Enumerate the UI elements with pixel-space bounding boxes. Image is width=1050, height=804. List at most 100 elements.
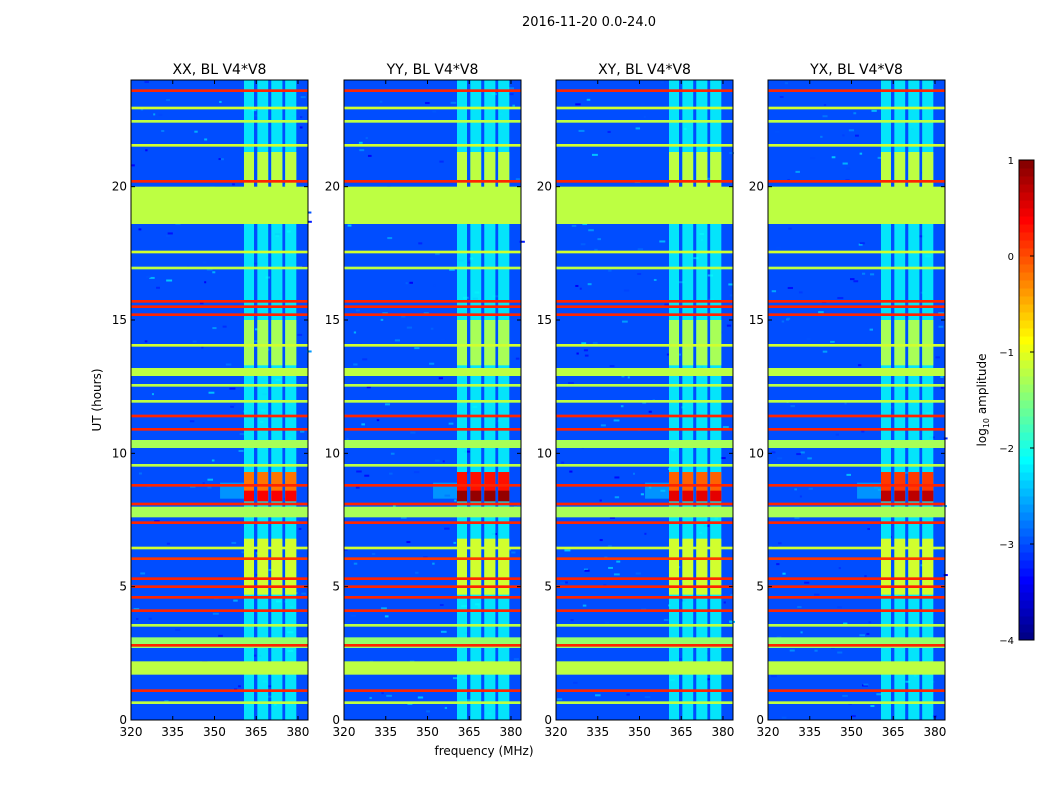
rfi-band — [556, 585, 733, 588]
rfi-block — [880, 490, 892, 502]
heatmap-cell — [369, 696, 372, 699]
colorbar-segment — [1019, 504, 1034, 513]
heatmap-cell — [255, 573, 259, 576]
heatmap-cell — [797, 606, 802, 609]
heatmap-cell — [786, 317, 791, 320]
rfi-band — [768, 414, 945, 418]
heatmap-cell — [599, 539, 603, 542]
heatmap-cell — [818, 311, 824, 314]
heatmap-cell — [147, 485, 151, 488]
rfi-band — [768, 428, 945, 431]
rfi-band — [768, 637, 945, 648]
rfi-band — [131, 120, 308, 123]
heatmap-cell — [622, 320, 628, 323]
y-tick-label: 20 — [325, 180, 340, 194]
rfi-block — [710, 472, 722, 502]
rfi-band — [556, 414, 733, 418]
rfi-band — [556, 557, 733, 560]
rfi-block — [682, 538, 694, 595]
heatmap-cell — [556, 698, 563, 701]
colorbar-segment — [1019, 224, 1034, 233]
heatmap-cell — [838, 567, 841, 570]
heatmap-cell — [406, 326, 413, 329]
rfi-block — [257, 320, 269, 366]
rfi-band — [556, 661, 733, 675]
colorbar-segment — [1019, 232, 1034, 241]
rfi-block — [922, 538, 934, 595]
heatmap-cell — [511, 551, 516, 554]
heatmap-cell — [164, 699, 169, 702]
heatmap-cell — [604, 621, 610, 624]
rfi-band — [556, 464, 733, 467]
rfi-band — [344, 546, 521, 550]
rfi-block — [894, 152, 906, 198]
plot-frame — [767, 79, 946, 721]
heatmap-cell — [400, 516, 407, 519]
heatmap-cell — [810, 157, 816, 160]
colorbar-segment — [1019, 360, 1034, 369]
heatmap-cell — [637, 248, 644, 251]
rfi-band — [344, 120, 521, 123]
heatmap-cell — [222, 325, 227, 328]
heatmap-cell — [298, 527, 302, 530]
heatmap-cell — [254, 328, 260, 331]
heatmap-cell — [204, 138, 208, 141]
heatmap-cell — [439, 160, 444, 163]
colorbar-label: log10 amplitude — [975, 354, 991, 447]
y-tick-label: 10 — [112, 446, 127, 460]
panel-1: YY, BL V4*V8 320 335 350 365 380 0 5 10 15 20 — [325, 62, 525, 739]
heatmap-cell — [306, 350, 312, 353]
rfi-band — [556, 502, 733, 506]
rfi-block — [696, 472, 708, 502]
colorbar-segment — [1019, 560, 1034, 569]
rfi-block — [908, 538, 920, 595]
heatmap-cell — [635, 572, 641, 575]
heatmap-cell — [794, 517, 800, 520]
heatmap-cell — [905, 680, 910, 683]
heatmap-cell — [136, 618, 139, 621]
plot-frame — [343, 79, 522, 721]
heatmap-cell — [239, 433, 246, 436]
rfi-block — [243, 472, 255, 502]
heatmap-cell — [600, 424, 606, 427]
heatmap-cell — [144, 81, 149, 84]
heatmap-cell — [413, 471, 420, 474]
heatmap-cell — [607, 130, 611, 133]
heatmap-cell — [822, 115, 828, 118]
heatmap-cell — [212, 612, 219, 615]
rfi-block — [682, 472, 694, 502]
heatmap-cell — [187, 265, 190, 268]
rfi-block — [257, 490, 269, 502]
heatmap-cell — [138, 228, 142, 231]
heatmap-cell — [795, 170, 800, 173]
heatmap-cell — [229, 387, 236, 390]
rfi-band — [131, 557, 308, 560]
x-tick-label: 365 — [882, 725, 905, 739]
rfi-band — [344, 368, 521, 376]
heatmap-cell — [578, 129, 585, 132]
rfi-band — [344, 400, 521, 403]
y-tick-label: 0 — [332, 713, 340, 727]
heatmap-cell — [868, 621, 872, 624]
heatmap-cell — [151, 393, 154, 396]
heatmap-cell — [508, 87, 514, 90]
heatmap-cell — [207, 478, 214, 481]
heatmap-cell — [920, 564, 924, 567]
y-tick-label: 15 — [325, 313, 340, 327]
rfi-block — [285, 472, 297, 502]
colorbar-segment — [1019, 528, 1034, 537]
heatmap-cell — [409, 281, 413, 284]
colorbar-segment — [1019, 352, 1034, 361]
heatmap-cell — [565, 581, 568, 584]
y-tick-label: 10 — [749, 446, 764, 460]
x-tick-label: 335 — [374, 725, 397, 739]
heatmap-cell — [189, 420, 195, 423]
heatmap-cell — [230, 404, 236, 407]
heatmap-cell — [380, 318, 384, 321]
heatmap-cell — [837, 297, 844, 300]
heatmap-cell — [627, 376, 630, 379]
heatmap-cell — [438, 377, 444, 380]
rfi-band — [768, 344, 945, 347]
rfi-block — [668, 490, 680, 502]
y-axis-label: UT (hours) — [90, 368, 104, 431]
